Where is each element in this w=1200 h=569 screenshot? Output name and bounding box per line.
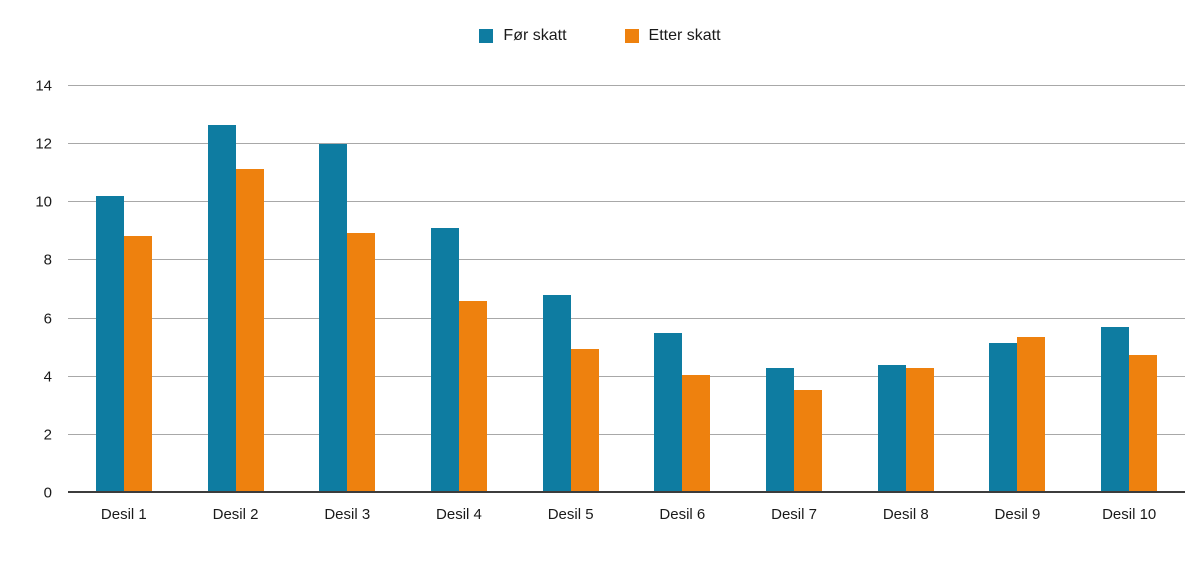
bar-pair [654,333,711,493]
x-tick-label: Desil 8 [882,506,929,523]
bar-group: Desil 1 [68,86,180,522]
bar-etter-skatt [347,232,376,493]
x-axis-line [68,491,1185,493]
bar-etter-skatt [1017,337,1046,493]
plot-area: Desil 1 Desil 2 Desil 3 Desil 4 Desil 5 Desil… [68,85,1185,522]
bar-etter-skatt [570,349,599,493]
bar-før-skatt [319,144,348,493]
bar-pair [319,144,376,493]
bar-group: Desil 6 [627,86,739,522]
bar-etter-skatt [458,301,487,493]
bar-etter-skatt [905,368,934,493]
y-tick-label: 0 [43,484,52,502]
legend-swatch [479,29,494,43]
y-tick-label: 6 [43,310,52,328]
chart-legend: Før skatt Etter skatt [0,28,1200,44]
bar-etter-skatt [123,235,152,493]
bar-før-skatt [1101,327,1130,493]
bar-pair [877,365,934,493]
bar-pair [207,125,264,493]
y-tick-label: 2 [43,426,52,444]
bar-etter-skatt [235,168,264,493]
legend-item-etter-skatt: Etter skatt [624,27,721,44]
gridline [68,85,1185,86]
bar-group: Desil 3 [291,86,403,522]
bar-pair [95,196,152,493]
y-tick-label: 14 [35,77,52,95]
y-tick-label: 4 [43,368,52,386]
bar-før-skatt [877,365,906,493]
gridline [68,375,1185,377]
legend-label: Etter skatt [648,27,721,44]
bar-pair [430,228,487,493]
bar-etter-skatt [794,389,823,493]
bar-group: Desil 2 [180,86,292,522]
bar-group: Desil 9 [962,86,1074,522]
x-tick-label: Desil 6 [659,506,706,523]
gridline [68,201,1185,203]
bar-groups: Desil 1 Desil 2 Desil 3 Desil 4 Desil 5 Desil… [68,86,1185,522]
x-tick-label: Desil 4 [436,506,482,523]
x-tick-label: Desil 1 [100,506,147,523]
bar-group: Desil 10 [1073,86,1185,522]
x-tick-label: Desil 5 [547,506,594,523]
bar-før-skatt [207,125,236,493]
legend-label: Før skatt [503,27,567,44]
bar-group: Desil 7 [738,86,850,522]
x-tick-label: Desil 2 [212,506,259,523]
gridline [68,433,1185,435]
bar-pair [1101,327,1158,493]
gridline [68,317,1185,319]
x-tick-label: Desil 9 [994,506,1041,523]
bar-group: Desil 4 [403,86,515,522]
bar-før-skatt [430,228,459,493]
legend-swatch [624,29,639,43]
gridline [68,259,1185,261]
y-tick-label: 10 [35,193,52,211]
x-tick-label: Desil 3 [324,506,371,523]
gridline [68,143,1185,145]
bar-før-skatt [989,343,1018,493]
bar-etter-skatt [1129,354,1158,493]
bar-pair [542,295,599,493]
bar-pair [766,368,823,493]
x-tick-label: Desil 7 [771,506,817,523]
legend-item-for-skatt: Før skatt [479,27,567,44]
bar-før-skatt [542,295,571,493]
bar-før-skatt [95,196,124,493]
bar-group: Desil 8 [850,86,962,522]
bar-før-skatt [766,368,795,493]
x-tick-label: Desil 10 [1102,506,1157,523]
y-axis: 0 2 4 6 8 10 12 14 [0,79,52,501]
y-tick-label: 12 [35,135,52,153]
bar-group: Desil 5 [515,86,627,522]
bar-etter-skatt [682,375,711,493]
bar-før-skatt [654,333,683,493]
bar-pair [989,337,1046,493]
y-tick-label: 8 [43,251,52,269]
